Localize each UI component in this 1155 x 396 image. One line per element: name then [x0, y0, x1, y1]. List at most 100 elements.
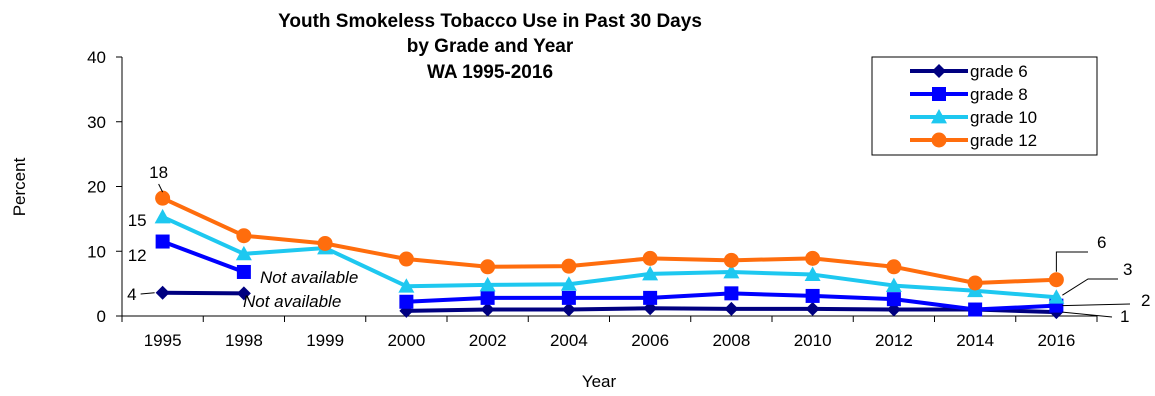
- data-point-triangle: [1048, 289, 1065, 304]
- data-point-circle: [155, 190, 171, 206]
- legend-item: grade 6: [910, 62, 1028, 81]
- data-label: 3: [1123, 260, 1132, 279]
- data-point-square: [236, 264, 251, 279]
- label-leader: [1062, 278, 1118, 296]
- y-axis-title: Percent: [10, 157, 29, 216]
- data-point-triangle: [154, 208, 171, 224]
- chart-title-line-2: by Grade and Year: [407, 36, 574, 57]
- data-point-circle: [931, 132, 947, 148]
- data-point-triangle: [723, 263, 740, 279]
- legend-label: grade 6: [970, 62, 1028, 81]
- data-point-square: [399, 294, 414, 309]
- data-series: [154, 190, 1065, 320]
- y-tick-label: 30: [87, 113, 106, 132]
- x-tick-label: 1999: [306, 331, 344, 350]
- data-point-triangle: [885, 277, 902, 292]
- legend-label: grade 10: [970, 108, 1037, 127]
- x-tick-label: 2010: [794, 331, 832, 350]
- data-point-diamond: [561, 302, 576, 317]
- data-point-circle: [398, 251, 414, 267]
- data-point-circle: [561, 258, 577, 274]
- data-point-circle: [1048, 272, 1064, 288]
- data-point-square: [932, 87, 946, 101]
- data-point-triangle: [642, 265, 659, 281]
- data-point-diamond: [480, 302, 495, 317]
- y-tick-label: 10: [87, 242, 106, 261]
- data-point-triangle: [931, 109, 947, 124]
- data-point-diamond: [236, 286, 251, 301]
- x-tick-label: 1998: [225, 331, 263, 350]
- data-point-triangle: [479, 276, 496, 292]
- data-point-square: [643, 290, 658, 305]
- data-point-diamond: [932, 64, 946, 78]
- x-axis-title: Year: [582, 372, 617, 391]
- data-point-circle: [480, 259, 496, 275]
- legend-item: grade 8: [910, 85, 1028, 104]
- data-point-square: [561, 290, 576, 305]
- data-label: 15: [128, 211, 147, 230]
- series-line: [161, 215, 1057, 300]
- series-grade-12: [155, 190, 1064, 291]
- data-point-square: [886, 292, 901, 307]
- series-line: [161, 196, 1057, 285]
- data-point-circle: [805, 250, 821, 266]
- y-tick-label: 0: [97, 307, 106, 326]
- data-point-circle: [236, 228, 252, 244]
- data-point-square: [724, 286, 739, 301]
- legend-item: grade 12: [910, 131, 1037, 150]
- data-point-circle: [967, 275, 983, 291]
- data-label: 18: [149, 163, 168, 182]
- data-point-square: [968, 302, 983, 317]
- series-line: [162, 290, 244, 296]
- legend-item: grade 10: [910, 108, 1037, 127]
- x-tick-label: 2014: [956, 331, 994, 350]
- legend-label: grade 12: [970, 131, 1037, 150]
- series-grade-10: [154, 208, 1065, 304]
- data-label: 4: [127, 285, 136, 304]
- label-leader: [140, 292, 155, 295]
- data-point-triangle: [804, 266, 821, 281]
- y-tick-label: 40: [87, 48, 106, 67]
- not-available-label: Not available: [260, 268, 358, 287]
- label-leader: [1062, 311, 1113, 318]
- data-label: 12: [128, 246, 147, 265]
- data-point-square: [805, 288, 820, 303]
- chart-title-line-1: Youth Smokeless Tobacco Use in Past 30 D…: [278, 11, 702, 32]
- y-tick-label: 20: [87, 178, 106, 197]
- axes: [116, 56, 1098, 322]
- x-tick-label: 1995: [144, 331, 182, 350]
- data-point-square: [155, 234, 170, 249]
- label-leader: [1055, 251, 1088, 272]
- data-point-circle: [317, 235, 333, 251]
- legend: grade 6 grade 8 grade 10 grade 12: [871, 56, 1098, 156]
- series-grade-8: [155, 234, 1064, 317]
- data-point-circle: [723, 252, 739, 268]
- x-tick-label: 2004: [550, 331, 588, 350]
- series-line: [161, 239, 245, 274]
- data-point-diamond: [805, 301, 820, 316]
- data-label: 1: [1120, 307, 1129, 326]
- x-tick-label: 2000: [387, 331, 425, 350]
- data-point-triangle: [398, 278, 415, 293]
- data-point-circle: [886, 259, 902, 275]
- legend-box: [871, 56, 1098, 156]
- legend-label: grade 8: [970, 85, 1028, 104]
- x-tick-label: 2008: [712, 331, 750, 350]
- not-available-label: Not available: [243, 292, 341, 311]
- x-tick-labels: 1995 1998 1999 2000 2002 2004 2006 2008 2010 2012…: [144, 331, 1076, 350]
- data-point-square: [480, 290, 495, 305]
- data-point-circle: [642, 250, 658, 266]
- label-leader: [1062, 303, 1131, 307]
- data-point-diamond: [155, 285, 170, 300]
- x-tick-label: 2006: [631, 331, 669, 350]
- x-tick-label: 2016: [1037, 331, 1075, 350]
- y-tick-labels: 0 10 20 30 40: [87, 48, 106, 326]
- chart-title: Youth Smokeless Tobacco Use in Past 30 D…: [278, 11, 702, 83]
- data-point-triangle: [235, 245, 252, 261]
- x-tick-label: 2002: [469, 331, 507, 350]
- data-point-diamond: [724, 301, 739, 316]
- data-point-triangle: [560, 276, 577, 291]
- data-label: 6: [1097, 233, 1106, 252]
